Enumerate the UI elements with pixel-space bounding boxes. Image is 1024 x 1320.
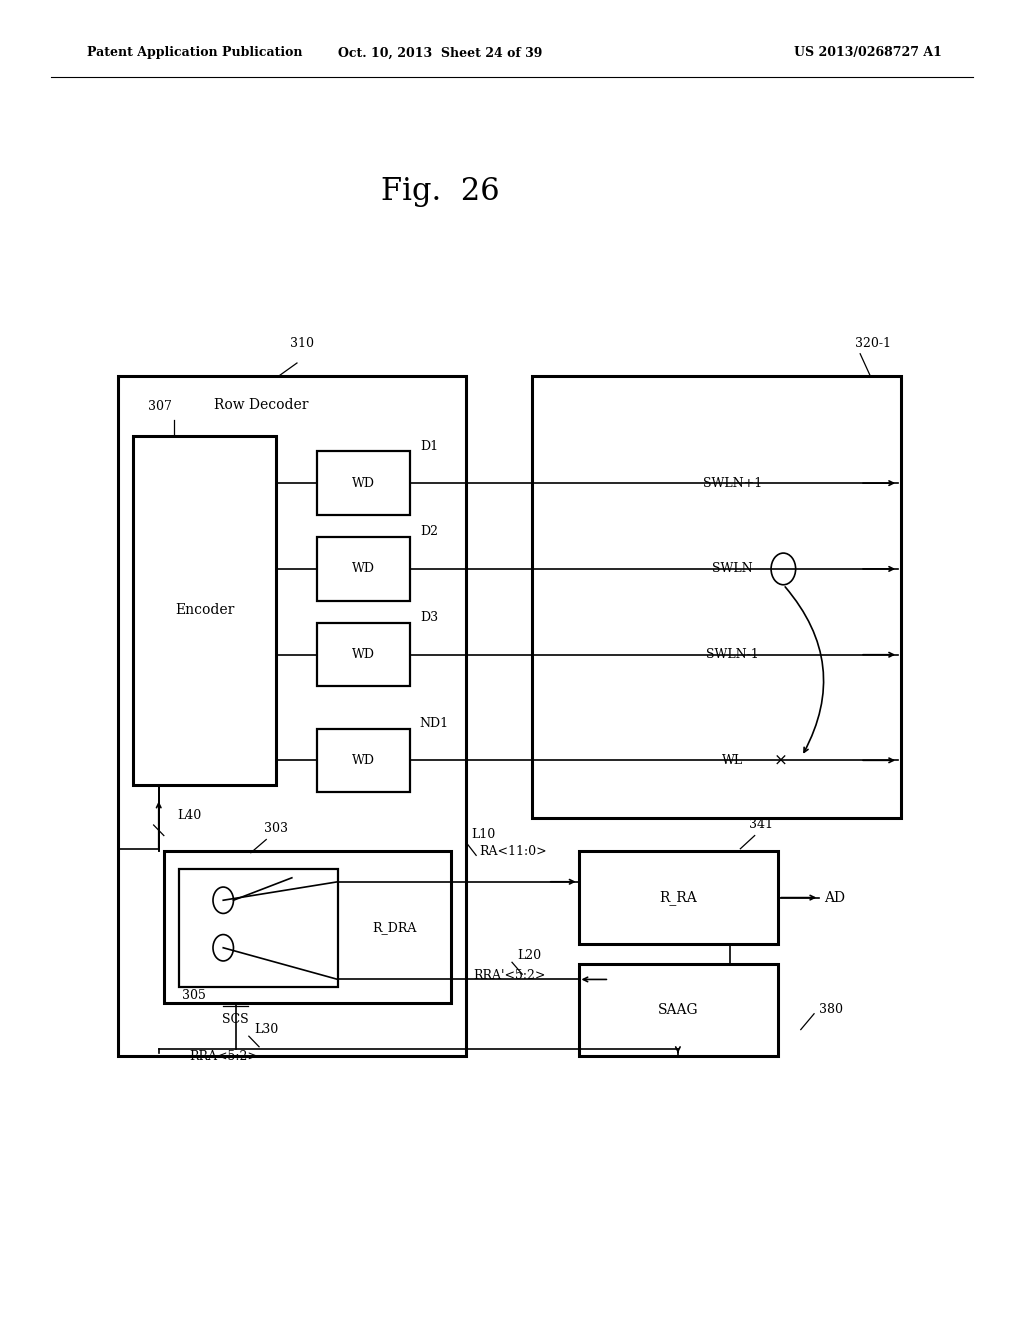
Text: WD: WD	[352, 648, 375, 661]
Text: ND1: ND1	[420, 717, 449, 730]
Text: 305: 305	[182, 989, 206, 1002]
Text: Oct. 10, 2013  Sheet 24 of 39: Oct. 10, 2013 Sheet 24 of 39	[338, 46, 543, 59]
Text: 320-1: 320-1	[855, 337, 891, 350]
Bar	[532, 376, 901, 818]
Text: 310: 310	[290, 337, 314, 350]
Text: ×: ×	[773, 752, 787, 768]
Text: L40: L40	[177, 809, 202, 822]
Text: Fig.  26: Fig. 26	[381, 176, 500, 207]
Text: AD: AD	[824, 891, 846, 904]
Bar	[317, 729, 410, 792]
Text: WD: WD	[352, 562, 375, 576]
Text: SWLN+1: SWLN+1	[702, 477, 762, 490]
Text: 307: 307	[148, 400, 172, 413]
Text: SWLN: SWLN	[712, 562, 753, 576]
Text: Row Decoder: Row Decoder	[214, 399, 308, 412]
Text: R_RA: R_RA	[659, 890, 697, 906]
Text: SAAG: SAAG	[658, 1003, 698, 1016]
Text: SCS: SCS	[222, 1012, 249, 1026]
Text: L20: L20	[517, 949, 542, 962]
Bar	[317, 451, 410, 515]
Text: WD: WD	[352, 477, 375, 490]
Bar	[164, 851, 451, 1003]
Text: R_DRA: R_DRA	[372, 921, 417, 933]
Text: RA<11:0>: RA<11:0>	[479, 845, 547, 858]
Text: Patent Application Publication: Patent Application Publication	[87, 46, 302, 59]
Text: 341: 341	[750, 818, 773, 832]
Text: 303: 303	[264, 822, 289, 836]
Bar	[579, 964, 778, 1056]
Bar	[133, 436, 276, 785]
Text: WL: WL	[722, 754, 742, 767]
Text: RRA'<5:2>: RRA'<5:2>	[473, 969, 546, 982]
Text: Encoder: Encoder	[175, 603, 234, 618]
Text: D3: D3	[420, 611, 438, 624]
FancyArrowPatch shape	[785, 587, 823, 752]
Text: D2: D2	[420, 525, 438, 539]
Bar	[118, 376, 466, 1056]
Bar	[317, 623, 410, 686]
Text: WD: WD	[352, 754, 375, 767]
Text: RRA<5:2>: RRA<5:2>	[189, 1049, 258, 1063]
Bar	[317, 537, 410, 601]
Text: 380: 380	[819, 1003, 843, 1016]
Text: L30: L30	[254, 1023, 279, 1036]
Text: SWLN-1: SWLN-1	[706, 648, 759, 661]
Text: L10: L10	[471, 828, 496, 841]
Text: US 2013/0268727 A1: US 2013/0268727 A1	[795, 46, 942, 59]
Bar	[179, 869, 338, 987]
Bar	[579, 851, 778, 944]
Text: D1: D1	[420, 440, 438, 453]
